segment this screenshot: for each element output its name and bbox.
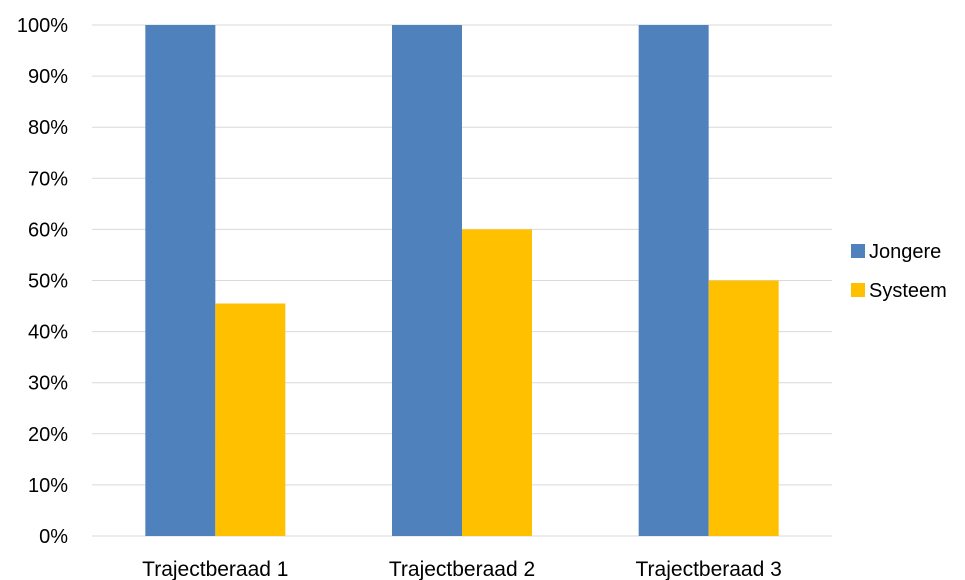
bar-systeem-1 <box>215 303 286 536</box>
bar-systeem-2 <box>462 229 532 536</box>
y-tick-label: 0% <box>39 526 68 548</box>
bar-jongere-1 <box>145 25 216 536</box>
bars <box>145 25 779 536</box>
y-tick-label: 100% <box>17 15 68 37</box>
bar-systeem-3 <box>708 280 779 536</box>
legend-label-systeem: Systeem <box>869 280 947 302</box>
y-tick-label: 70% <box>28 168 68 190</box>
y-axis: 0% 10% 20% 30% 40% 50% 60% 70% 80% 90% 100% <box>17 15 68 548</box>
bar-jongere-2 <box>392 25 462 536</box>
x-axis: Trajectberaad 1 Trajectberaad 2 Trajectber… <box>142 558 782 580</box>
y-tick-label: 80% <box>28 117 68 139</box>
legend-swatch-jongere <box>851 244 865 258</box>
y-tick-label: 90% <box>28 66 68 88</box>
y-tick-label: 10% <box>28 475 68 497</box>
y-tick-label: 30% <box>28 373 68 395</box>
legend-label-jongere: Jongere <box>869 241 941 263</box>
y-tick-label: 40% <box>28 322 68 344</box>
x-category-label: Trajectberaad 2 <box>389 558 535 580</box>
y-tick-label: 60% <box>28 219 68 241</box>
x-category-label: Trajectberaad 3 <box>636 558 782 580</box>
bar-jongere-3 <box>638 25 709 536</box>
x-category-label: Trajectberaad 1 <box>142 558 288 580</box>
y-tick-label: 50% <box>28 271 68 293</box>
y-tick-label: 20% <box>28 424 68 446</box>
legend-swatch-systeem <box>851 283 865 297</box>
legend: Jongere Systeem <box>851 241 947 302</box>
